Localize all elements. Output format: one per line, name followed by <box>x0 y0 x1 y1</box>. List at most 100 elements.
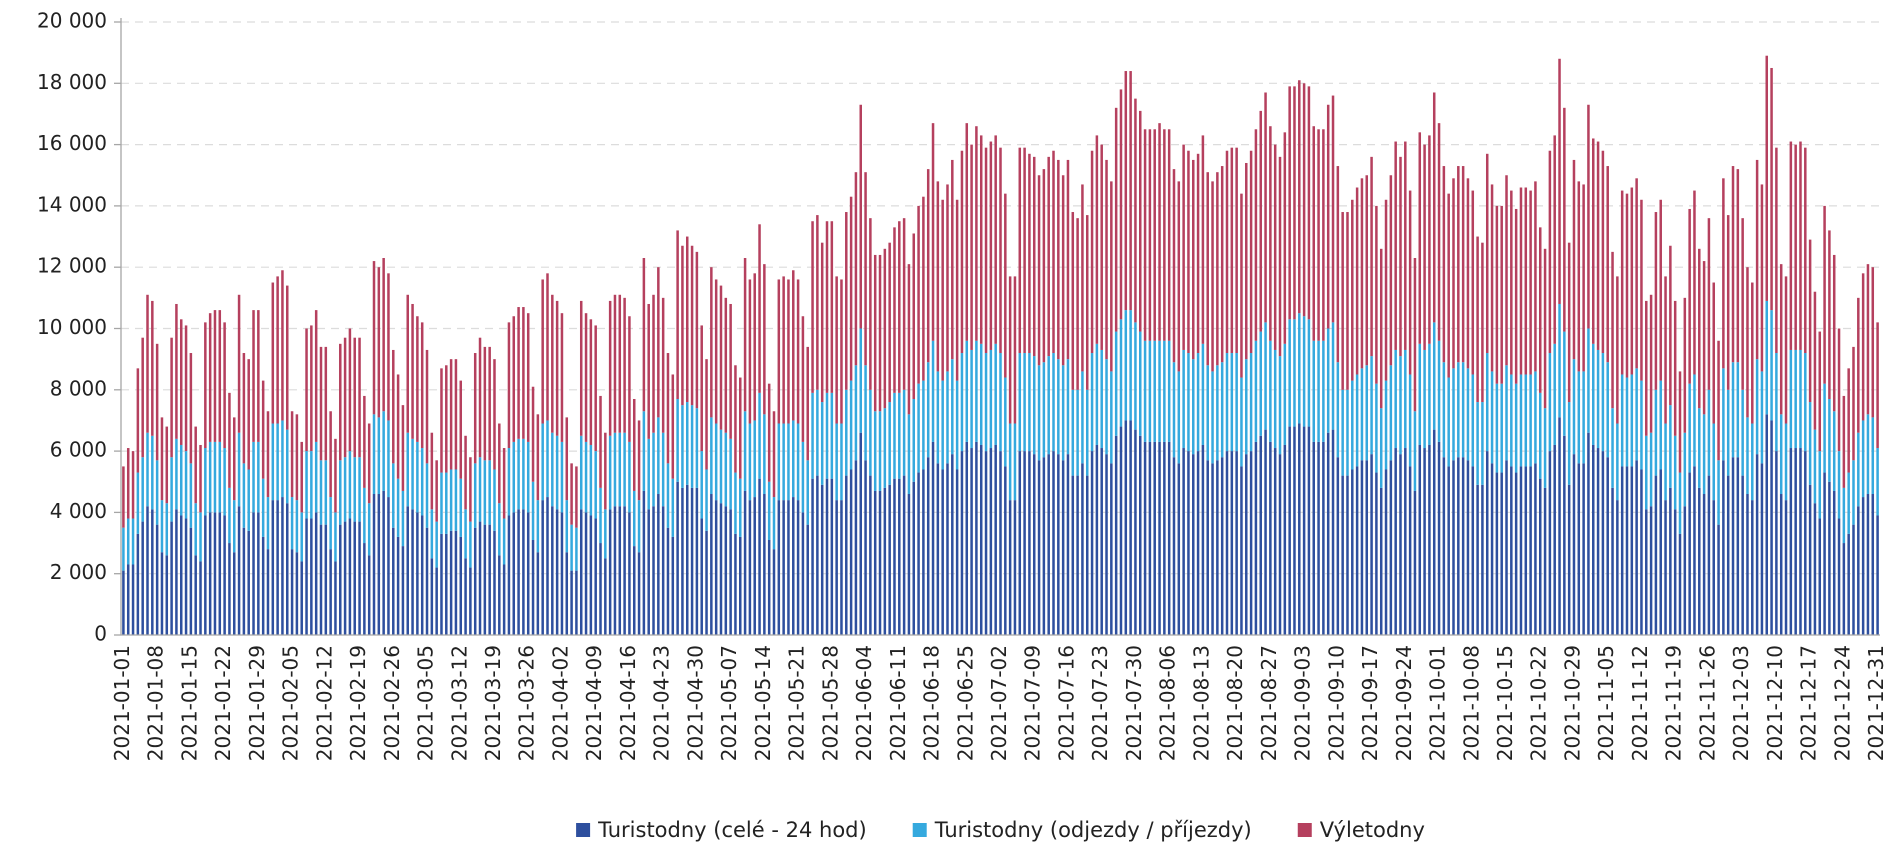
bar-segment <box>955 469 959 635</box>
y-tick-label: 20 000 <box>37 9 107 33</box>
bar-segment <box>632 546 636 635</box>
bar-segment <box>1129 310 1132 421</box>
bar-segment <box>1572 359 1576 455</box>
bar-segment <box>801 316 805 442</box>
bar-segment <box>758 224 761 393</box>
bar-segment <box>1322 441 1325 635</box>
bar-segment <box>334 561 337 635</box>
bar-segment <box>657 494 660 635</box>
bar-segment <box>348 451 352 519</box>
bar-segment <box>1630 374 1634 467</box>
bar-segment <box>459 380 463 479</box>
bar-segment <box>1370 156 1373 357</box>
bar-segment <box>1538 227 1542 393</box>
x-tick-label: 2021-11-19 <box>1662 645 1686 761</box>
x-tick-label: 2021-12-17 <box>1797 645 1821 761</box>
bar-segment <box>1746 267 1749 418</box>
bar-segment <box>1018 147 1022 354</box>
bar-segment <box>1124 420 1128 635</box>
bar-segment <box>363 543 366 635</box>
bar-segment <box>310 518 313 635</box>
bar-segment <box>1572 454 1576 635</box>
bar-segment <box>435 460 438 522</box>
bar-segment <box>1688 472 1691 635</box>
bar-segment <box>1731 362 1735 458</box>
bar-segment <box>1437 123 1441 341</box>
bar-segment <box>1635 368 1638 461</box>
bar-segment <box>546 497 549 635</box>
bar-segment <box>1842 487 1846 544</box>
bar-segment <box>1090 451 1094 635</box>
bar-segment <box>502 518 506 565</box>
bar-segment <box>1601 451 1605 635</box>
bar-segment <box>1664 500 1667 635</box>
bar-segment <box>141 457 144 522</box>
bar-segment <box>777 423 781 501</box>
bar-segment <box>1326 104 1330 329</box>
bar-segment <box>1023 147 1026 354</box>
bar-segment <box>425 527 429 635</box>
bar-segment <box>1789 349 1793 449</box>
bar-segment <box>1375 383 1378 473</box>
bar-segment <box>208 313 212 442</box>
bar-segment <box>213 441 217 513</box>
bar-segment <box>1052 451 1055 635</box>
bar-segment <box>430 558 434 635</box>
bar-segment <box>526 441 530 513</box>
bar-segment <box>1143 129 1147 341</box>
bar-segment <box>1452 460 1455 635</box>
bar-segment <box>984 353 988 452</box>
bar-segment <box>772 411 776 498</box>
bar-segment <box>792 270 795 421</box>
bar-segment <box>1259 110 1262 332</box>
bar-segment <box>758 478 761 635</box>
bar-segment <box>912 481 916 635</box>
bar-segment <box>1558 417 1561 635</box>
bar-segment <box>1346 212 1349 390</box>
bar-segment <box>1625 466 1629 635</box>
bar-segment <box>1018 451 1022 635</box>
x-tick-label: 2021-12-24 <box>1830 645 1854 761</box>
bar-segment <box>618 506 622 635</box>
bar-segment <box>873 490 877 635</box>
bar-segment <box>695 408 699 488</box>
bar-segment <box>363 395 366 488</box>
bar-segment <box>898 392 901 479</box>
x-tick-label: 2021-06-04 <box>852 645 876 761</box>
bar-segment <box>1346 389 1349 476</box>
bar-segment <box>830 221 834 393</box>
bar-segment <box>1134 322 1137 430</box>
bar-segment <box>1259 435 1262 635</box>
bar-segment <box>926 169 930 363</box>
legend-label: Turistodny (celé - 24 hod) <box>597 818 867 842</box>
bar-segment <box>155 460 159 525</box>
bar-segment <box>478 337 482 458</box>
bar-segment <box>599 487 602 544</box>
x-tick-label: 2021-04-16 <box>616 645 640 761</box>
bar-segment <box>951 359 954 455</box>
bar-segment <box>623 432 626 507</box>
bar-segment <box>1432 429 1436 635</box>
bar-segment <box>522 438 525 510</box>
bar-segment <box>1365 460 1369 635</box>
bar-segment <box>907 494 911 635</box>
bar-segment <box>1105 159 1108 360</box>
bar-segment <box>849 380 853 470</box>
bar-segment <box>1076 475 1079 635</box>
bar-segment <box>1389 175 1393 366</box>
bar-segment <box>1105 359 1108 455</box>
bar-segment <box>131 518 135 565</box>
bar-segment <box>859 328 862 433</box>
bar-segment <box>1452 368 1455 461</box>
bar-segment <box>1139 331 1142 436</box>
bar-segment <box>199 561 202 635</box>
bar-segment <box>565 500 569 553</box>
x-tick-label: 2021-05-07 <box>717 645 741 761</box>
bar-segment <box>1312 441 1315 635</box>
bar-segment <box>1413 490 1417 635</box>
bar-segment <box>1673 509 1677 635</box>
bar-segment <box>782 276 785 424</box>
bar-segment <box>469 567 472 635</box>
bar-segment <box>430 432 434 510</box>
bar-segment <box>1837 518 1841 635</box>
